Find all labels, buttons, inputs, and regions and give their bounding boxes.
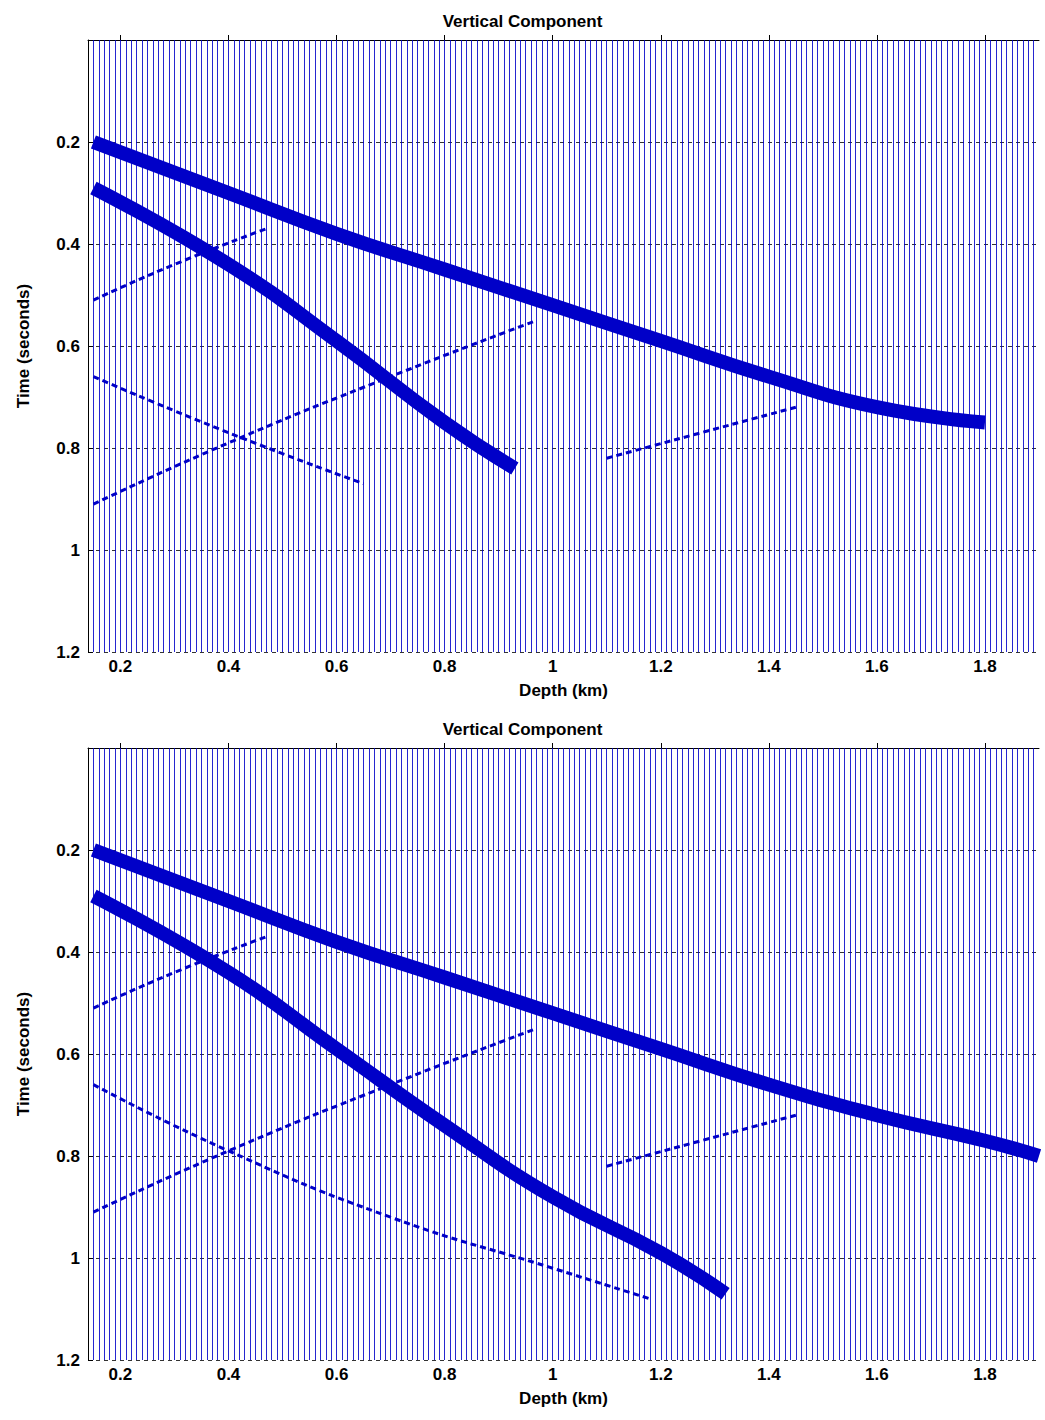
- svg-text:1.2: 1.2: [649, 1365, 673, 1384]
- svg-text:1.6: 1.6: [865, 657, 889, 676]
- svg-text:1.2: 1.2: [56, 643, 80, 662]
- svg-text:0.6: 0.6: [325, 1365, 349, 1384]
- svg-text:0.4: 0.4: [56, 943, 80, 962]
- svg-text:0.8: 0.8: [433, 1365, 457, 1384]
- svg-text:0.2: 0.2: [109, 657, 133, 676]
- svg-text:Time (seconds): Time (seconds): [14, 992, 33, 1116]
- svg-text:1.4: 1.4: [757, 1365, 781, 1384]
- svg-text:0.6: 0.6: [325, 657, 349, 676]
- svg-text:1: 1: [548, 657, 557, 676]
- svg-text:0.6: 0.6: [56, 337, 80, 356]
- svg-text:Vertical Component: Vertical Component: [443, 12, 603, 31]
- svg-text:0.2: 0.2: [109, 1365, 133, 1384]
- svg-text:Time (seconds): Time (seconds): [14, 284, 33, 408]
- svg-text:1.2: 1.2: [649, 657, 673, 676]
- svg-text:Vertical Component: Vertical Component: [443, 720, 603, 739]
- svg-text:0.4: 0.4: [217, 657, 241, 676]
- svg-text:0.8: 0.8: [56, 439, 80, 458]
- svg-text:1: 1: [548, 1365, 557, 1384]
- svg-text:1.6: 1.6: [865, 1365, 889, 1384]
- svg-text:0.4: 0.4: [217, 1365, 241, 1384]
- svg-text:1.2: 1.2: [56, 1351, 80, 1370]
- svg-text:1.4: 1.4: [757, 657, 781, 676]
- svg-text:0.8: 0.8: [433, 657, 457, 676]
- svg-text:1.8: 1.8: [973, 1365, 997, 1384]
- svg-text:0.4: 0.4: [56, 235, 80, 254]
- svg-text:0.2: 0.2: [56, 841, 80, 860]
- svg-text:Depth (km): Depth (km): [519, 1389, 608, 1408]
- svg-text:0.8: 0.8: [56, 1147, 80, 1166]
- svg-text:1: 1: [71, 1249, 80, 1268]
- svg-text:0.2: 0.2: [56, 133, 80, 152]
- svg-text:1.8: 1.8: [973, 657, 997, 676]
- svg-text:0.6: 0.6: [56, 1045, 80, 1064]
- svg-text:1: 1: [71, 541, 80, 560]
- svg-text:Depth (km): Depth (km): [519, 681, 608, 700]
